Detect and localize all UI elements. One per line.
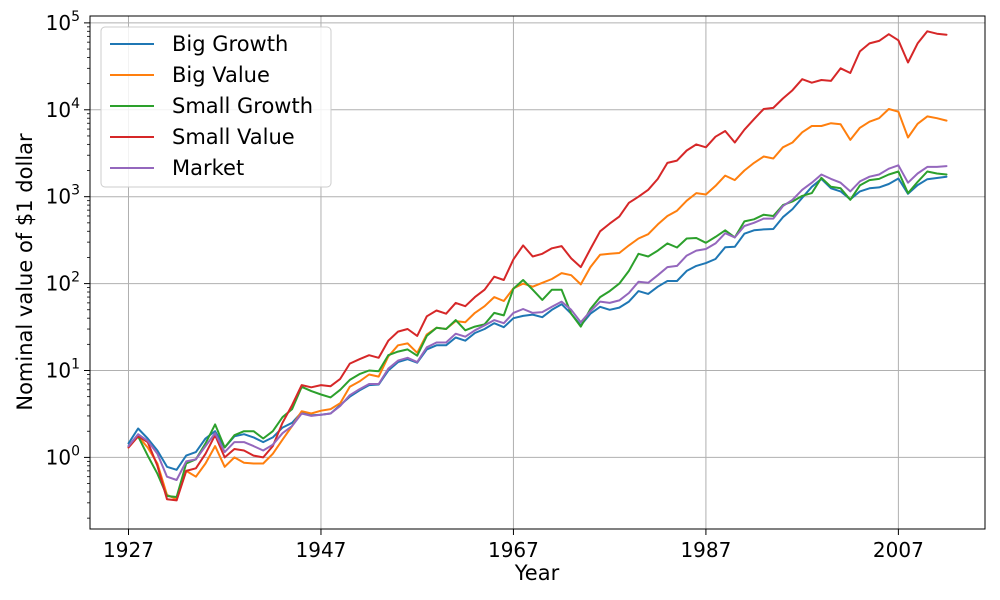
legend-label-small-growth: Small Growth: [172, 94, 313, 118]
legend-frame: [100, 26, 332, 188]
plot-frame: [89, 15, 986, 530]
y-tick-exponent: 1: [71, 356, 80, 372]
x-tick-label: 1987: [680, 538, 731, 562]
x-tick-label: 1927: [103, 538, 154, 562]
series-line-small-value: [127, 30, 948, 502]
y-tick-exponent: 2: [71, 270, 80, 286]
series-line-big-growth: [127, 175, 948, 471]
y-tick-exponent: 4: [71, 96, 80, 112]
y-tick-label: 105: [46, 9, 80, 35]
series-line-small-growth: [127, 170, 948, 498]
y-tick-label: 103: [46, 183, 80, 209]
x-axis-title: Year: [514, 561, 560, 585]
y-tick-exponent: 3: [71, 183, 80, 199]
y-tick-base: 10: [46, 358, 71, 382]
grid: [90, 16, 985, 529]
y-tick-label: 102: [46, 270, 80, 296]
y-tick-label: 104: [46, 96, 80, 122]
y-tick-base: 10: [46, 98, 71, 122]
x-tick-label: 2007: [873, 538, 924, 562]
legend-label-big-value: Big Value: [172, 63, 270, 87]
y-tick-base: 10: [46, 185, 71, 209]
y-axis-title: Nominal value of $1 dollar: [13, 133, 37, 411]
x-tick-label: 1947: [296, 538, 347, 562]
x-axis: 1927 1947 1967 1987 2007: [103, 529, 924, 562]
y-tick-base: 10: [46, 445, 71, 469]
y-tick-base: 10: [46, 272, 71, 296]
legend-label-small-value: Small Value: [172, 125, 295, 149]
x-tick-label: 1967: [488, 538, 539, 562]
legend-label-big-growth: Big Growth: [172, 32, 288, 56]
y-tick-exponent: 5: [71, 9, 80, 25]
legend: Big Growth Big Value Small Growth Small Val…: [100, 26, 332, 188]
y-tick-label: 100: [46, 443, 80, 469]
legend-label-market: Market: [172, 156, 244, 180]
series-line-big-value: [127, 108, 948, 501]
series-line-market: [127, 164, 948, 481]
y-tick-exponent: 0: [71, 443, 80, 459]
y-tick-label: 101: [46, 356, 80, 382]
y-tick-base: 10: [46, 11, 71, 35]
series-layer: [127, 30, 948, 502]
